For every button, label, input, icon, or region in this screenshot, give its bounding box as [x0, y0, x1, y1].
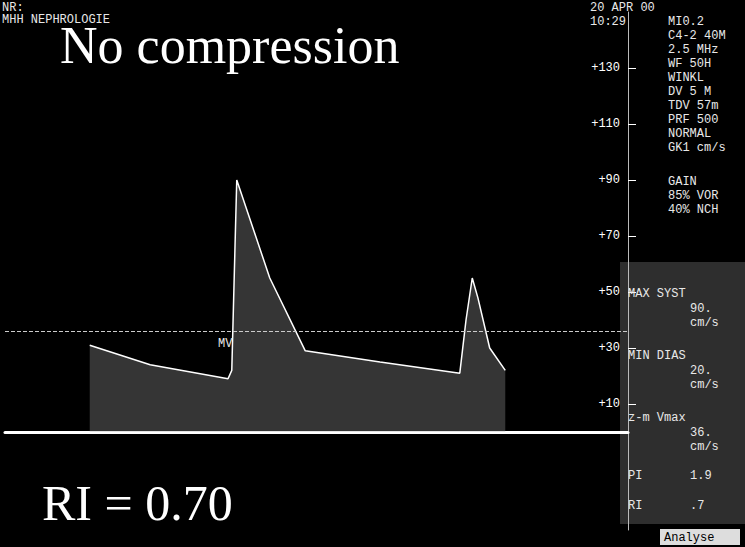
svg-text:GAIN: GAIN — [668, 175, 697, 189]
svg-text:cm/s: cm/s — [690, 378, 719, 392]
svg-text:+30: +30 — [598, 341, 620, 355]
svg-text:WINKL: WINKL — [668, 71, 704, 85]
svg-text:20 APR 00: 20 APR 00 — [590, 1, 655, 15]
svg-text:MHH NEPHROLOGIE: MHH NEPHROLOGIE — [2, 13, 110, 27]
svg-text:WF 50H: WF 50H — [668, 57, 711, 71]
svg-text:cm/s: cm/s — [690, 440, 719, 454]
svg-text:+110: +110 — [591, 117, 620, 131]
svg-text:PI: PI — [628, 469, 642, 483]
svg-text:+90: +90 — [598, 173, 620, 187]
svg-text:z-m Vmax: z-m Vmax — [628, 411, 686, 425]
svg-text:90.: 90. — [690, 302, 712, 316]
svg-text:36.: 36. — [690, 426, 712, 440]
svg-text:+70: +70 — [598, 229, 620, 243]
svg-text:PRF 500: PRF 500 — [668, 113, 718, 127]
svg-text:10:29: 10:29 — [590, 15, 626, 29]
svg-text:MV: MV — [218, 337, 233, 351]
svg-text:GK1 cm/s: GK1 cm/s — [668, 141, 726, 155]
svg-text:NORMAL: NORMAL — [668, 127, 711, 141]
svg-text:40% NCH: 40% NCH — [668, 203, 718, 217]
svg-text:RI = 0.70: RI = 0.70 — [42, 475, 233, 531]
svg-text:.7: .7 — [690, 499, 704, 513]
svg-text:TDV 57m: TDV 57m — [668, 99, 718, 113]
svg-text:85% VOR: 85% VOR — [668, 189, 718, 203]
svg-text:MAX SYST: MAX SYST — [628, 287, 686, 301]
svg-text:1.9: 1.9 — [690, 469, 712, 483]
svg-text:Analyse: Analyse — [664, 531, 714, 545]
svg-text:DV 5 M: DV 5 M — [668, 85, 711, 99]
svg-text:cm/s: cm/s — [690, 316, 719, 330]
svg-text:+130: +130 — [591, 61, 620, 75]
svg-text:RI: RI — [628, 499, 642, 513]
svg-text:MI0.2: MI0.2 — [668, 15, 704, 29]
svg-text:20.: 20. — [690, 364, 712, 378]
svg-text:+10: +10 — [598, 397, 620, 411]
svg-text:MIN DIAS: MIN DIAS — [628, 349, 686, 363]
svg-text:No compression: No compression — [60, 17, 399, 74]
svg-text:2.5 MHz: 2.5 MHz — [668, 43, 718, 57]
svg-text:C4-2 40M: C4-2 40M — [668, 29, 726, 43]
svg-text:NR:: NR: — [2, 1, 24, 15]
svg-text:+50: +50 — [598, 285, 620, 299]
